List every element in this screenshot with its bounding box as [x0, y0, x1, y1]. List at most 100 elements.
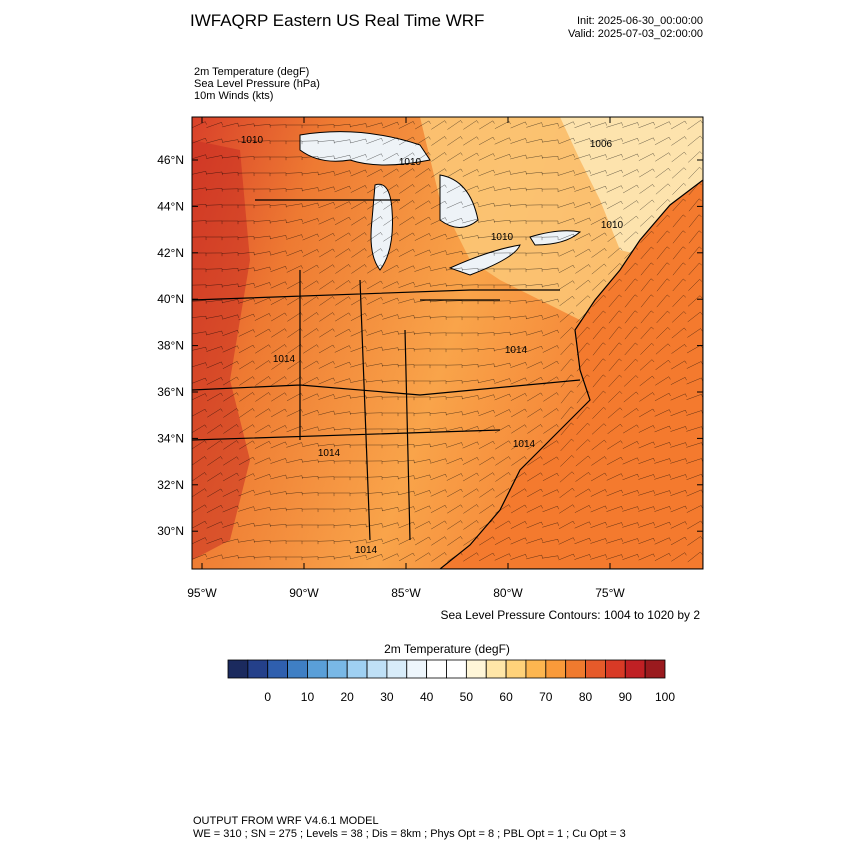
wind-barb: [192, 520, 207, 529]
wind-barb: [462, 457, 479, 465]
wind-barb: [686, 458, 703, 464]
wind-barb: [558, 233, 575, 241]
lat-tick-label: 42°N: [157, 246, 184, 260]
contour-label: 1010: [399, 157, 422, 168]
wind-barb: [237, 236, 255, 240]
wind-barb: [622, 553, 639, 560]
colorbar-box: [366, 659, 388, 679]
wind-barb: [494, 170, 511, 176]
wind-barb: [431, 552, 447, 562]
wind-barb: [413, 348, 431, 352]
wind-barb: [192, 284, 207, 289]
wind-barb: [671, 311, 687, 323]
wind-barb: [192, 203, 207, 208]
wind-barb: [670, 120, 687, 130]
wind-barb: [607, 216, 623, 226]
wind-barb: [366, 122, 383, 128]
wind-barb: [541, 220, 559, 225]
wind-barb: [510, 154, 527, 160]
colorbar-box: [227, 659, 249, 679]
wind-barb: [317, 124, 335, 128]
wind-barb: [656, 278, 670, 292]
wind-barb: [206, 138, 223, 144]
colorbar-label: 80: [579, 690, 593, 704]
wind-barb: [510, 554, 527, 560]
wind-barb: [638, 522, 655, 528]
wind-barb: [414, 521, 431, 529]
wind-barb: [285, 172, 303, 176]
wind-barb: [335, 296, 351, 306]
wind-barb: [286, 203, 303, 207]
wind-barb: [478, 202, 495, 208]
wind-barb: [543, 408, 559, 418]
wind-barb: [686, 442, 703, 448]
wind-barb: [592, 374, 606, 388]
wind-barb: [351, 264, 367, 274]
wind-barb: [638, 121, 655, 129]
wind-barb: [254, 490, 271, 496]
wind-barb: [590, 154, 607, 160]
wind-barb: [686, 410, 703, 416]
wind-barb: [349, 444, 367, 449]
wind-barb: [430, 504, 447, 513]
wind-barb: [576, 326, 590, 340]
wind-barb: [270, 441, 287, 449]
wind-barb: [622, 473, 639, 481]
wind-barb: [560, 358, 574, 372]
wind-barb: [207, 456, 223, 466]
wind-barb: [430, 489, 447, 497]
wind-barb: [334, 345, 351, 353]
wind-barb: [479, 520, 495, 530]
colorbar-box: [267, 659, 288, 679]
wind-barb: [430, 217, 447, 225]
colorbar-label: 30: [380, 690, 394, 704]
wind-barb: [366, 184, 383, 194]
wind-barb: [445, 348, 463, 353]
wind-barb: [239, 440, 255, 450]
wind-barb: [526, 345, 543, 353]
wind-barb: [477, 316, 495, 321]
wind-barb: [447, 136, 463, 146]
wind-barb: [350, 395, 367, 400]
wind-barb: [654, 392, 671, 402]
wind-barb: [397, 364, 415, 368]
wind-barb: [382, 537, 399, 545]
wind-barb: [302, 202, 319, 208]
wind-barb: [462, 218, 479, 224]
colorbar-box: [605, 659, 626, 679]
wind-barb: [591, 423, 607, 435]
wind-barb: [255, 360, 271, 370]
wind-barb: [688, 166, 703, 179]
wind-barb: [462, 426, 479, 432]
wind-barb: [238, 473, 255, 481]
lat-tick-label: 32°N: [157, 478, 184, 492]
wind-barb: [526, 171, 543, 176]
wind-barb: [239, 360, 255, 370]
wind-barb: [238, 506, 255, 512]
wind-barb: [671, 327, 687, 339]
wind-barb: [590, 217, 607, 225]
wind-barb: [590, 472, 607, 482]
wind-barb: [526, 521, 543, 529]
wind-barb: [430, 458, 447, 464]
wind-barb: [350, 123, 367, 127]
wind-barb: [335, 248, 351, 258]
wind-barb: [671, 136, 687, 146]
wind-barb: [622, 137, 639, 144]
wind-barb: [334, 394, 351, 400]
wind-barb: [205, 252, 223, 257]
wind-barb: [382, 330, 399, 336]
wind-barb: [510, 504, 527, 514]
wind-barb: [398, 475, 415, 479]
wind-barb: [576, 406, 590, 420]
wind-barb: [271, 360, 287, 370]
wind-barb: [334, 170, 351, 176]
wind-barb: [638, 408, 655, 418]
wind-barb: [608, 263, 623, 275]
wind-barb: [383, 168, 399, 178]
wind-barb: [590, 122, 607, 128]
wind-barb: [271, 328, 287, 338]
wind-barb: [239, 408, 255, 418]
wind-barb: [590, 170, 607, 176]
wind-barb: [334, 216, 351, 226]
